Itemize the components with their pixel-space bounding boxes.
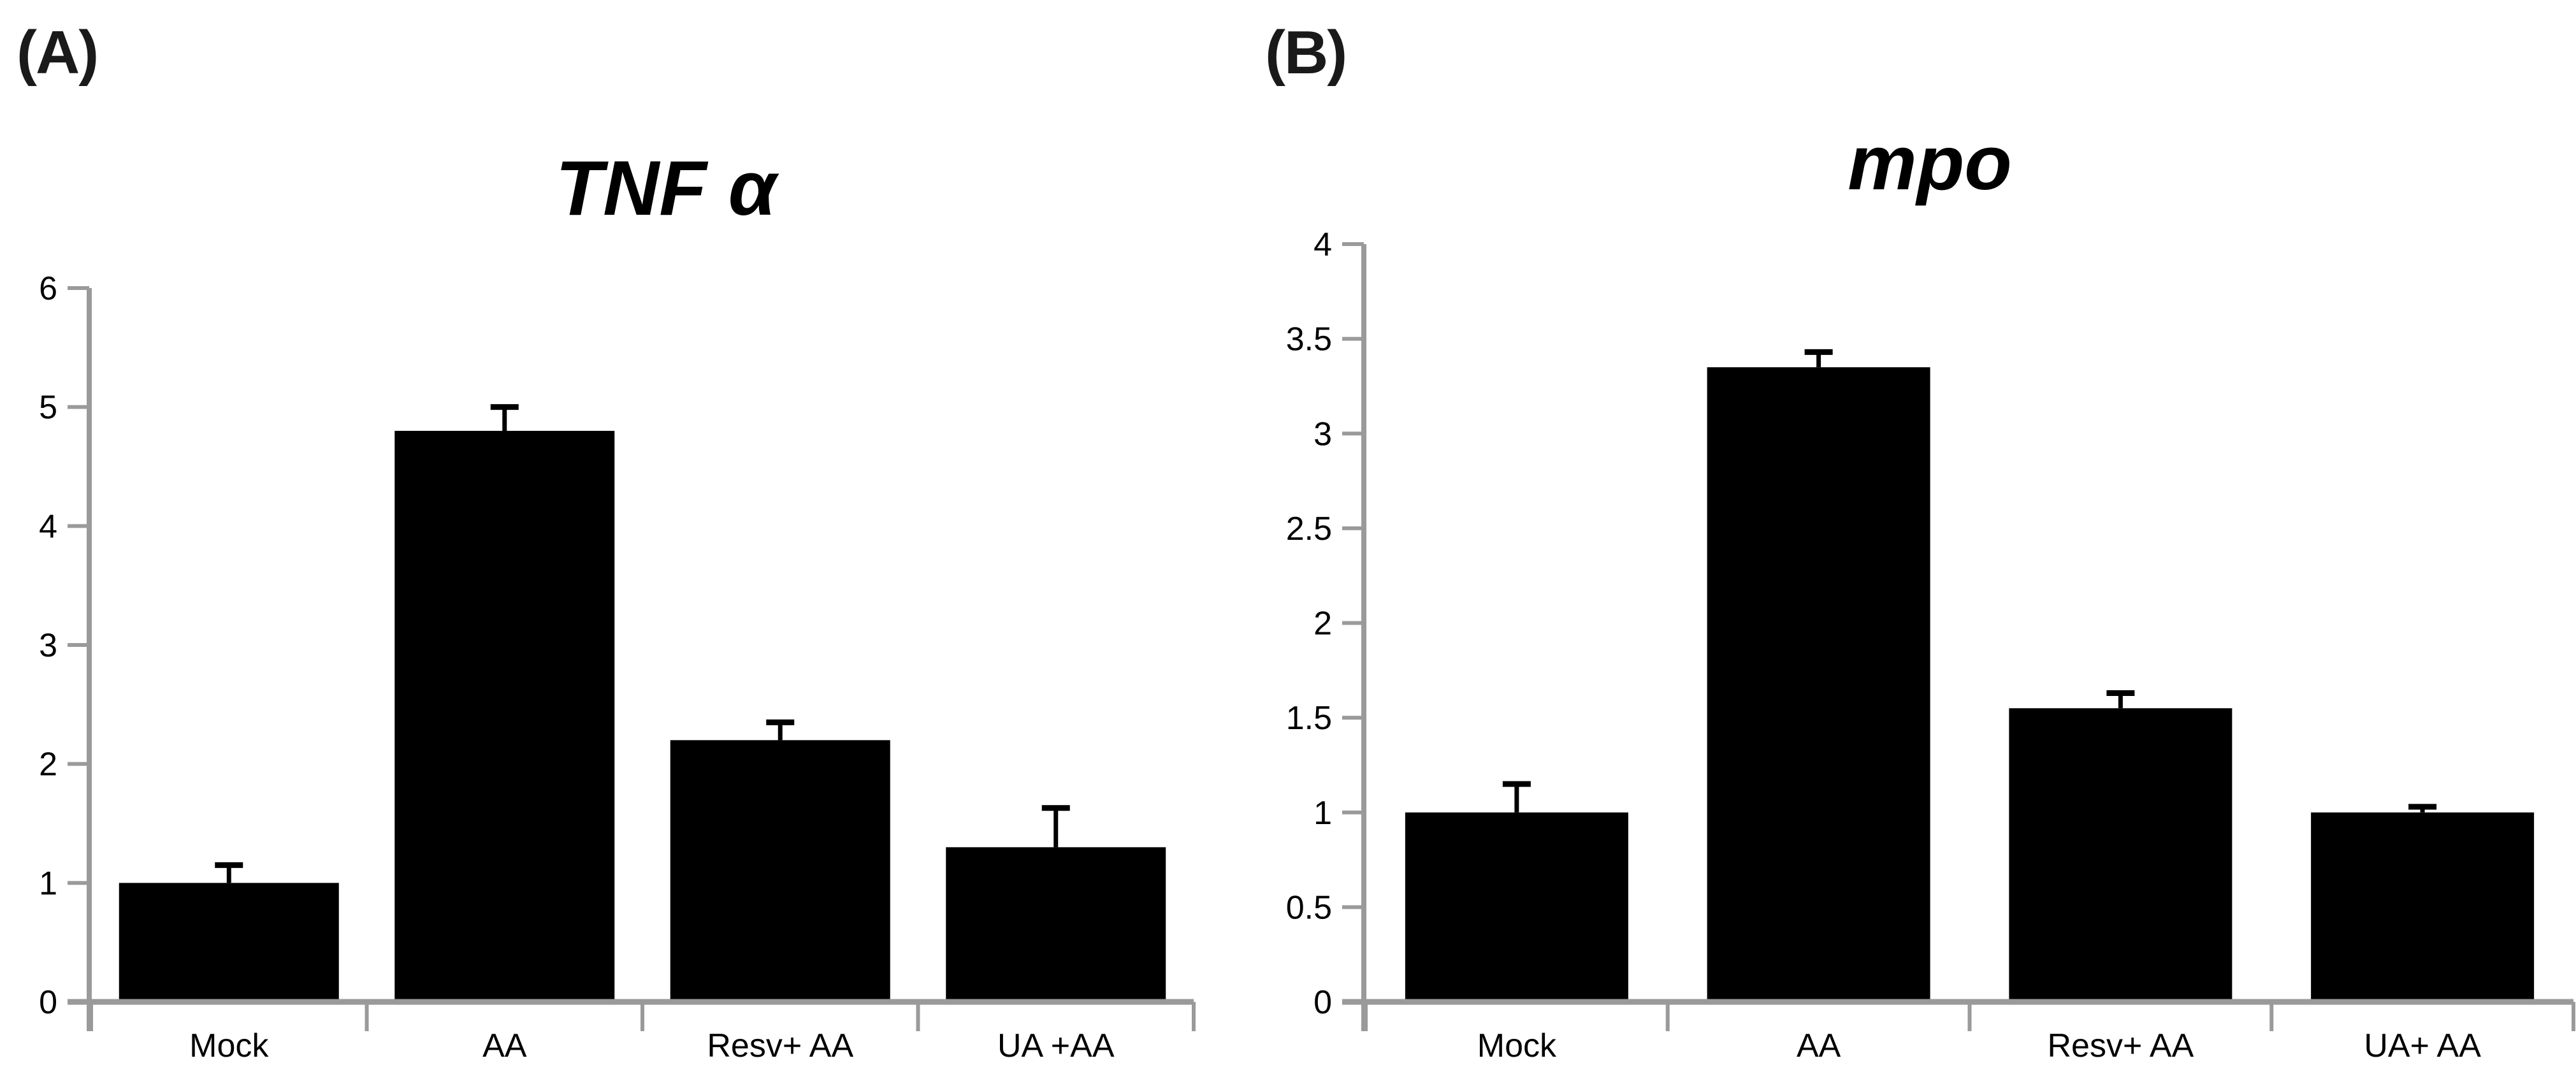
- x-axis-category-label: Resv+ AA: [2047, 1027, 2194, 1064]
- x-axis-category-label: AA: [1797, 1027, 1841, 1064]
- panel-b-label: (B): [1265, 18, 1347, 87]
- y-axis-tick-label: 6: [39, 270, 57, 307]
- bar-ua-aa: [2311, 812, 2535, 1002]
- bar-resv-aa: [670, 740, 890, 1002]
- y-axis-tick-label: 2: [39, 746, 57, 783]
- bar-resv-aa: [2009, 708, 2232, 1002]
- y-axis-tick-label: 3.5: [1286, 321, 1332, 358]
- x-axis-category-label: Mock: [1477, 1027, 1557, 1064]
- x-axis-category-label: Resv+ AA: [707, 1027, 853, 1064]
- bar-aa: [394, 431, 615, 1002]
- y-axis-tick-label: 3: [39, 627, 57, 664]
- panel-b-bar-chart: Mock AA Resv+ AA UA+ AA 0 0.5 1 1.5 2 2.5 3 3.5 4: [1286, 226, 2575, 1064]
- x-axis-category-label: Mock: [189, 1027, 269, 1064]
- panel-a-chart-title: TNF α: [555, 145, 777, 231]
- bar-aa: [1707, 367, 1930, 1002]
- y-axis-tick-label: 1: [39, 865, 57, 902]
- x-axis-category-label: AA: [482, 1027, 527, 1064]
- y-axis-tick-label: 2.5: [1286, 511, 1332, 547]
- panel-b-chart-title: mpo: [1848, 119, 2012, 206]
- bar-ua-aa: [946, 847, 1166, 1002]
- panel-a-label: (A): [17, 18, 99, 87]
- x-axis-category-label: UA+ AA: [2364, 1027, 2481, 1064]
- y-axis-tick-label: 0: [1313, 984, 1332, 1021]
- y-axis-tick-label: 1: [1313, 795, 1332, 832]
- bar-mock: [119, 883, 339, 1002]
- y-axis-tick-label: 0.5: [1286, 889, 1332, 926]
- y-axis-tick-label: 3: [1313, 416, 1332, 453]
- y-axis-tick-label: 1.5: [1286, 700, 1332, 737]
- y-axis-tick-label: 4: [39, 508, 57, 545]
- bar-mock: [1405, 812, 1628, 1002]
- x-axis-category-label: UA +AA: [997, 1027, 1115, 1064]
- y-axis-tick-label: 4: [1313, 226, 1332, 263]
- y-axis-tick-label: 5: [39, 389, 57, 426]
- y-axis-tick-label: 0: [39, 984, 57, 1021]
- panel-a-bar-chart: Mock AA Resv+ AA UA +AA 0 1 2 3 4 5 6: [39, 270, 1196, 1064]
- y-axis-tick-label: 2: [1313, 605, 1332, 642]
